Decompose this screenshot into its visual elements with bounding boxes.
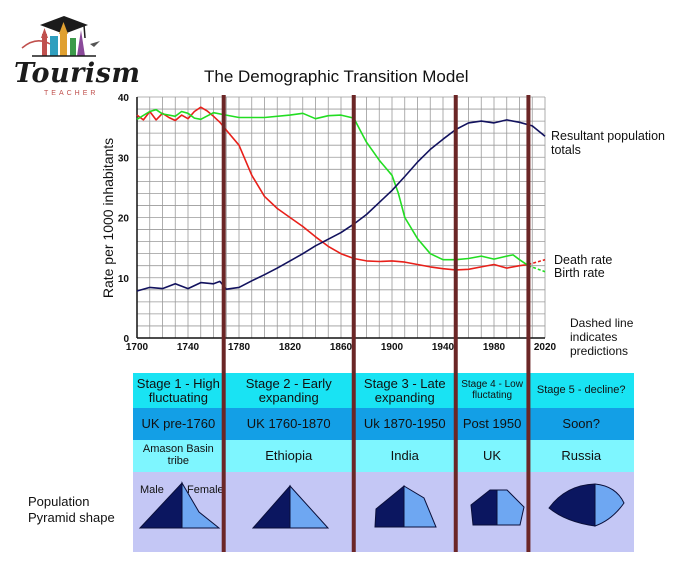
- x-tick-label: 1740: [177, 342, 200, 353]
- x-tick-label: 2020: [534, 342, 557, 353]
- x-tick-label: 1860: [330, 342, 353, 353]
- pyramid-3-female: [403, 485, 437, 528]
- pyramid-5-female: [594, 483, 625, 527]
- x-tick-label: 1940: [432, 342, 455, 353]
- stage-4-period-cell: Post 1950: [455, 408, 529, 440]
- stage-1-period-cell: UK pre-1760: [133, 408, 224, 440]
- stage-1-name-cell: Stage 1 - High fluctuating: [133, 373, 224, 408]
- y-tick-label: 30: [118, 153, 130, 164]
- pyramid-row-label-line-2: Pyramid shape: [28, 510, 115, 526]
- stage-5-example-cell: Russia: [528, 440, 634, 472]
- pyramid-5-male: [548, 483, 596, 527]
- birth-rate-label: Birth rate: [554, 266, 605, 280]
- logo-landmarks-icon: [21, 16, 100, 57]
- pyramid-2-female: [289, 484, 330, 529]
- pyramid-2-male: [251, 484, 291, 529]
- tourism-teacher-logo: Tourism TEACHER: [14, 8, 140, 98]
- x-tick-label: 1700: [126, 342, 149, 353]
- birth-rate-prediction-line: [528, 264, 546, 273]
- stage-2-name-cell: Stage 2 - Early expanding: [223, 373, 354, 408]
- y-tick-label: 0: [123, 334, 129, 345]
- death-rate-label: Death rate: [554, 253, 613, 267]
- x-tick-label: 1820: [279, 342, 302, 353]
- x-tick-label: 1980: [483, 342, 506, 353]
- death-rate-line: [136, 106, 529, 271]
- x-tick-label: 1900: [381, 342, 404, 353]
- pyramid-female-label: Female: [187, 484, 224, 496]
- stage-2-example-cell: Ethiopia: [223, 440, 354, 472]
- stage-3-name-cell: Stage 3 - Late expanding: [353, 373, 456, 408]
- logo-subtitle: TEACHER: [44, 90, 99, 97]
- pyramid-3-male: [374, 484, 405, 528]
- stage-3-period-cell: Uk 1870-1950: [353, 408, 456, 440]
- pyramid-row-label: Population Pyramid shape: [28, 494, 115, 527]
- stage-4-example-cell: UK: [455, 440, 529, 472]
- pyramid-row-label-line-1: Population: [28, 494, 90, 509]
- y-tick-label: 20: [118, 214, 130, 225]
- chart-title: The Demographic Transition Model: [204, 67, 469, 86]
- stage-table: Stage 1 - High fluctuating Stage 2 - Earl…: [133, 373, 634, 552]
- pyramid-4-male: [470, 489, 498, 526]
- stage-1-example-cell: Amason Basin tribe: [133, 440, 224, 472]
- predictions-note-line-2: indicates: [570, 329, 618, 344]
- stage-2-period-cell: UK 1760-1870: [223, 408, 354, 440]
- pyramid-male-label: Male: [140, 484, 164, 496]
- predictions-note-line-3: predictions: [570, 343, 629, 358]
- y-tick-label: 40: [118, 93, 130, 104]
- population-total-line: [136, 119, 546, 292]
- stage-3-example-cell: India: [353, 440, 456, 472]
- population-series-label: Resultant population totals: [551, 129, 665, 158]
- predictions-note: Dashed line indicates predictions: [570, 316, 634, 358]
- death-rate-prediction-line: [528, 258, 546, 266]
- logo-wordmark: Tourism: [14, 58, 141, 89]
- pyramid-1-female: [181, 481, 221, 529]
- stage-5-period-cell: Soon?: [528, 408, 634, 440]
- stage-5-name-cell: Stage 5 - decline?: [528, 373, 634, 408]
- predictions-note-line-1: Dashed line: [570, 316, 634, 330]
- stage-4-name-cell: Stage 4 - Low fluctating: [455, 373, 529, 408]
- y-tick-label: 10: [118, 274, 130, 285]
- x-tick-label: 1780: [228, 342, 251, 353]
- pyramid-4-female: [496, 489, 525, 526]
